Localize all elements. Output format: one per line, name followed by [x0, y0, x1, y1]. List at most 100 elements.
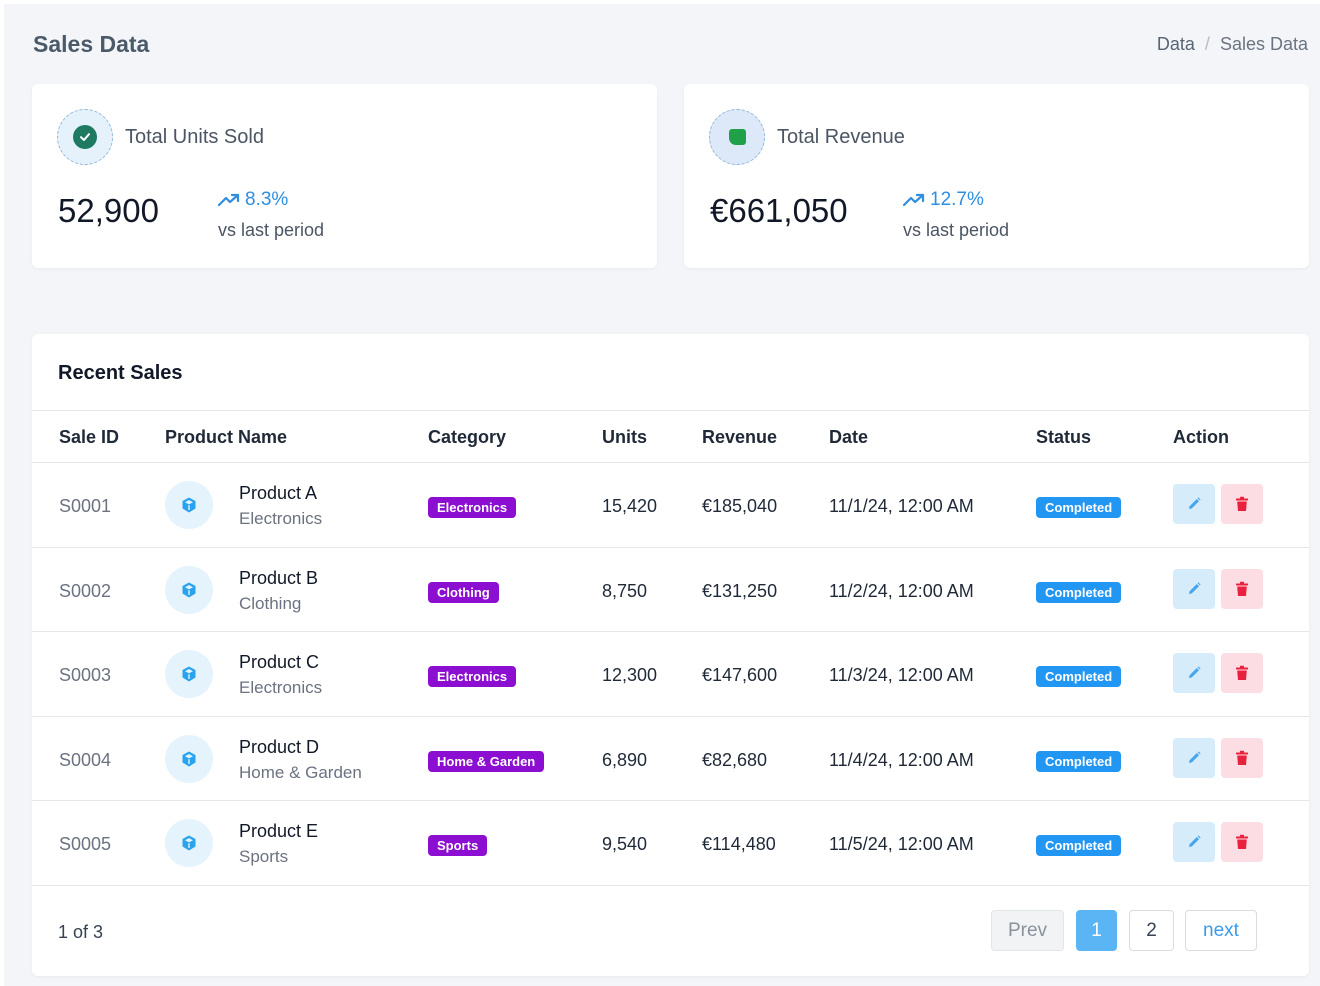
category-badge: Electronics: [428, 666, 517, 687]
status-badge: Completed: [1036, 835, 1122, 856]
pencil-icon: [1189, 497, 1201, 509]
stat-sub: vs last period: [903, 220, 1010, 240]
recent-sales-card: Recent Sales Sale ID Product Name Catego…: [32, 334, 1309, 976]
product-category: Electronics: [239, 509, 323, 528]
table-title: Recent Sales: [58, 362, 183, 384]
breadcrumb-separator: /: [1204, 34, 1210, 54]
pencil-icon: [1189, 666, 1201, 678]
product-name: Product A: [239, 483, 318, 503]
category-badge: Home & Garden: [428, 750, 545, 772]
status-badge: Completed: [1036, 581, 1122, 603]
edit-button[interactable]: [1173, 822, 1215, 862]
date-value: 11/5/24, 12:00 AM: [829, 834, 974, 854]
trash-icon: [1236, 581, 1248, 596]
date-value: 11/1/24, 12:00 AM: [829, 496, 974, 516]
delete-button[interactable]: [1221, 737, 1263, 778]
units-value: 9,540: [602, 834, 648, 854]
table-body: S0001 Product A Electronics Electronics …: [32, 463, 1309, 886]
stat-card-units: Total Units Sold 52,900 8.3% vs last per…: [32, 84, 657, 268]
units-value: 15,420: [602, 496, 658, 516]
column-header-category: Category: [428, 427, 507, 447]
table-row: S0003 Product C Electronics Electronics …: [32, 632, 1309, 717]
sale-id: S0001: [59, 496, 112, 516]
column-header-revenue: Revenue: [702, 427, 778, 447]
trash-icon: [1236, 665, 1248, 680]
sale-id: S0002: [59, 580, 112, 601]
delete-button[interactable]: [1221, 568, 1263, 609]
revenue-value: €185,040: [702, 496, 778, 516]
trash-icon: [1236, 834, 1248, 849]
delete-button[interactable]: [1221, 822, 1263, 862]
page-2-button[interactable]: 2: [1129, 910, 1174, 951]
cube-icon: [165, 819, 213, 867]
table-row: S0004 Product D Home & Garden Home & Gar…: [32, 717, 1309, 801]
pencil-icon: [1189, 750, 1201, 763]
breadcrumb-current: Sales Data: [1219, 34, 1308, 54]
cube-icon: [165, 565, 213, 614]
page: Sales Data Data / Sales Data Total Units…: [4, 4, 1320, 986]
cube-icon: [165, 481, 213, 529]
sale-id: S0005: [59, 834, 112, 854]
pencil-icon: [1189, 835, 1201, 847]
product-category: Electronics: [239, 678, 323, 697]
column-header-action: Action: [1173, 427, 1229, 447]
stat-label: Total Units Sold: [125, 126, 264, 148]
sale-id: S0003: [59, 665, 112, 685]
stat-card-revenue: Total Revenue €661,050 12.7% vs last per…: [684, 84, 1309, 268]
column-header-sale-id: Sale ID: [59, 427, 120, 447]
delete-button[interactable]: [1221, 484, 1263, 524]
product-name: Product C: [239, 652, 320, 672]
column-header-date: Date: [829, 427, 869, 447]
table-header: Sale ID Product Name Category Units Reve…: [32, 411, 1309, 463]
table-row: S0005 Product E Sports Sports 9,540 €114…: [32, 801, 1309, 886]
delete-button[interactable]: [1221, 653, 1263, 693]
stat-value: €661,050: [710, 192, 848, 229]
table-row: S0002 Product B Clothing Clothing 8,750 …: [32, 548, 1309, 632]
trending-up-icon: [218, 193, 240, 207]
product-name: Product D: [239, 736, 320, 757]
date-value: 11/4/24, 12:00 AM: [829, 749, 974, 770]
product-category: Home & Garden: [239, 762, 362, 782]
edit-button[interactable]: [1173, 737, 1215, 778]
next-page-button[interactable]: next: [1185, 910, 1257, 951]
pagination-info: 1 of 3: [58, 922, 104, 942]
status-badge: Completed: [1036, 750, 1122, 772]
pencil-icon: [1189, 581, 1201, 594]
product-name: Product B: [239, 567, 319, 588]
page-1-button[interactable]: 1: [1076, 910, 1117, 951]
column-header-product-name: Product Name: [165, 427, 288, 447]
revenue-value: €147,600: [702, 665, 778, 685]
product-category: Clothing: [239, 593, 302, 613]
units-value: 8,750: [602, 580, 648, 601]
square-icon: [709, 109, 765, 165]
date-value: 11/3/24, 12:00 AM: [829, 665, 974, 685]
trending-up-icon: [903, 193, 925, 207]
edit-button[interactable]: [1173, 568, 1215, 609]
date-value: 11/2/24, 12:00 AM: [829, 580, 974, 601]
edit-button[interactable]: [1173, 484, 1215, 524]
trash-icon: [1236, 750, 1248, 765]
category-badge: Sports: [428, 835, 488, 856]
product-category: Sports: [239, 847, 289, 866]
breadcrumb-parent[interactable]: Data: [1156, 34, 1195, 54]
stat-sub: vs last period: [218, 220, 325, 240]
edit-button[interactable]: [1173, 653, 1215, 693]
stat-label: Total Revenue: [777, 126, 905, 148]
column-header-units: Units: [602, 427, 647, 447]
revenue-value: €82,680: [702, 749, 768, 770]
stat-trend-value: 8.3%: [245, 189, 289, 210]
column-header-status: Status: [1036, 427, 1092, 447]
sale-id: S0004: [59, 749, 112, 770]
category-badge: Electronics: [428, 497, 517, 518]
status-badge: Completed: [1036, 497, 1122, 518]
stat-trend: 12.7%: [903, 189, 984, 211]
table-row: S0001 Product A Electronics Electronics …: [32, 463, 1309, 548]
revenue-value: €131,250: [702, 580, 778, 601]
category-badge: Clothing: [428, 581, 499, 603]
breadcrumb: Data / Sales Data: [1157, 34, 1308, 55]
cube-icon: [165, 734, 213, 783]
units-value: 6,890: [602, 749, 648, 770]
prev-page-button[interactable]: Prev: [991, 910, 1064, 951]
trash-icon: [1236, 496, 1248, 511]
sales-table: Sale ID Product Name Category Units Reve…: [32, 410, 1309, 886]
